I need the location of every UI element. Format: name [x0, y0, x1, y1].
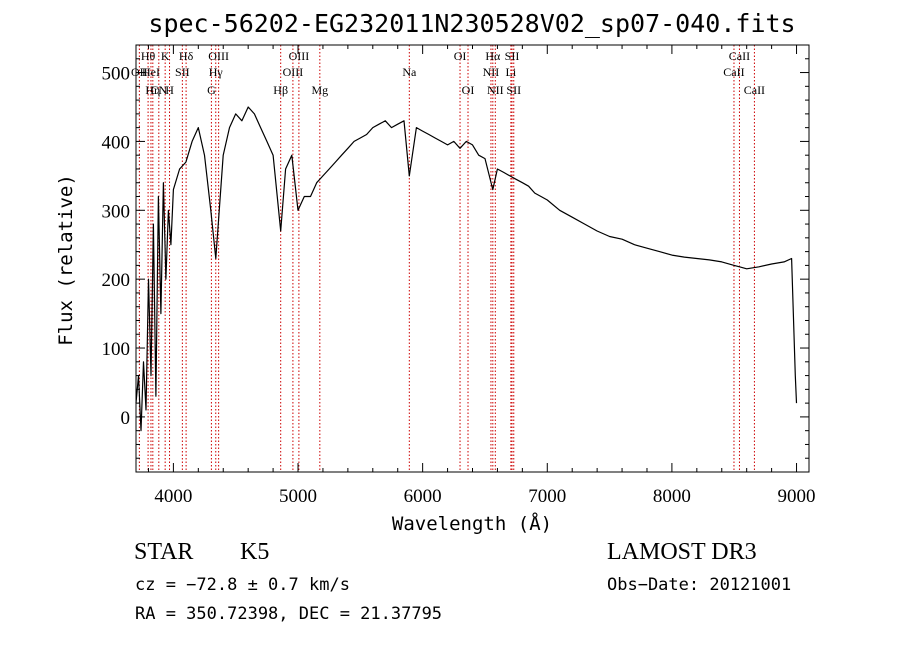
y-tick-label: 400 — [102, 132, 131, 153]
obs-date: Obs−Date: 20121001 — [607, 575, 791, 595]
line-marker-label: Li — [506, 65, 517, 79]
line-marker-label: HeI — [142, 65, 160, 79]
x-tick-label: 5000 — [279, 486, 317, 507]
x-tick-label: 9000 — [778, 486, 816, 507]
survey-label: LAMOST DR3 — [607, 539, 757, 565]
y-tick-label: 100 — [102, 339, 131, 360]
x-tick-label: 4000 — [154, 486, 192, 507]
y-tick-label: 500 — [102, 64, 131, 85]
y-tick-label: 0 — [121, 408, 131, 429]
line-marker-label: NII — [483, 65, 500, 79]
y-tick-label: 200 — [102, 270, 131, 291]
line-marker-label: CaII — [729, 49, 750, 63]
line-marker-label: SII — [506, 83, 521, 97]
line-marker-label: G — [207, 83, 216, 97]
x-tick-label: 7000 — [528, 486, 566, 507]
line-marker-label: Hβ — [273, 83, 288, 97]
line-marker-label: OIII — [283, 65, 304, 79]
line-marker-label: CaII — [744, 83, 765, 97]
line-marker-label: OI — [462, 83, 475, 97]
object-class: STAR — [134, 539, 193, 565]
line-marker-label: OIII — [208, 49, 229, 63]
x-tick-label: 8000 — [653, 486, 691, 507]
line-marker-label: Hη — [145, 83, 160, 97]
object-subclass: K5 — [240, 539, 269, 565]
plot-frame — [135, 44, 810, 473]
line-marker-label: Hγ — [209, 65, 224, 79]
line-marker-label: CN — [150, 83, 167, 97]
line-marker-label: CaII — [723, 65, 744, 79]
line-marker-label: OIII — [289, 49, 310, 63]
line-labels: HθOIIHeIHηCNKHSIIHδGHγOIIIHβOIIIOIIIMgNa… — [131, 49, 765, 97]
ra-dec: RA = 350.72398, DEC = 21.37795 — [135, 604, 442, 624]
line-marker-label: K — [161, 49, 170, 63]
spectrum-line — [135, 106, 798, 432]
line-marker-label: H — [165, 83, 174, 97]
line-marker-label: Hθ — [141, 49, 156, 63]
y-axis-label: Flux (relative) — [55, 174, 77, 346]
line-marker-label: Hδ — [179, 49, 194, 63]
line-marker-label: Na — [402, 65, 417, 79]
line-marker-label: Mg — [311, 83, 328, 97]
line-marker-label: SII — [505, 49, 520, 63]
x-axis-ticks: 4000 5000 6000 7000 8000 9000 — [147, 45, 816, 507]
line-marker-label: Hα — [485, 49, 501, 63]
line-marker-label: OI — [454, 49, 467, 63]
x-axis-label: Wavelength (Å) — [392, 512, 552, 535]
line-marker-label: NII — [487, 83, 504, 97]
spectrum-series — [135, 106, 798, 432]
y-tick-label: 300 — [102, 201, 131, 222]
line-marker-label: SII — [175, 65, 190, 79]
x-tick-label: 6000 — [404, 486, 442, 507]
redshift-cz: cz = −72.8 ± 0.7 km/s — [135, 575, 350, 595]
line-marker-label: OII — [131, 65, 148, 79]
chart-title: spec-56202-EG232011N230528V02_sp07-040.f… — [148, 9, 795, 38]
line-markers — [138, 45, 755, 472]
y-axis-ticks: 0 100 200 300 400 500 — [102, 44, 809, 459]
